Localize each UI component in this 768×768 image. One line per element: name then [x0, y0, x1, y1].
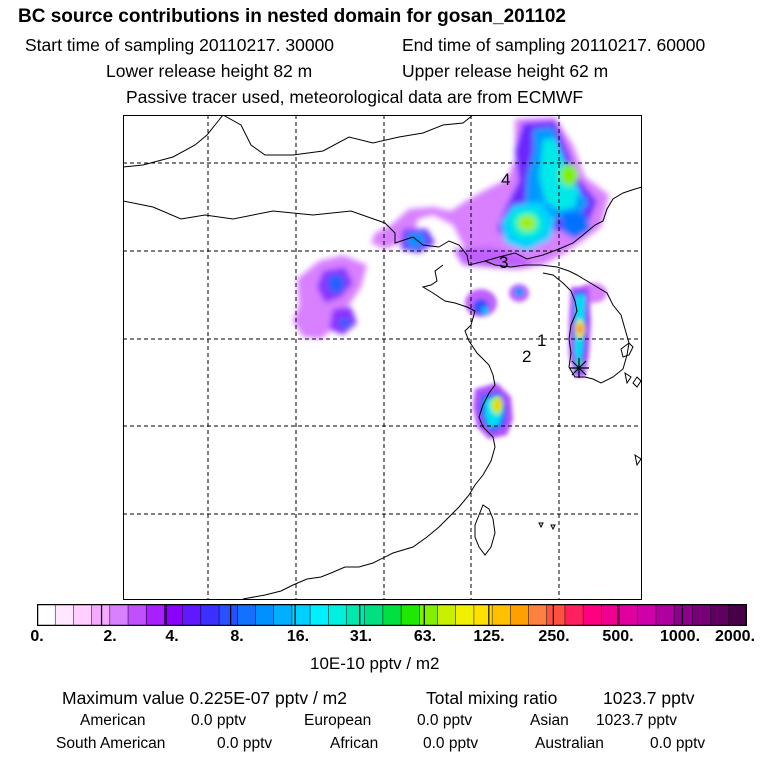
colorbar-cell	[255, 604, 275, 626]
colorbar-tick: 63.	[413, 628, 437, 645]
total-mixing-ratio-value: 1023.7 pptv	[603, 688, 695, 708]
colorbar-cell	[237, 604, 257, 626]
upper-release-height-label: Upper release height 62 m	[402, 61, 609, 81]
colorbar-cell	[710, 604, 730, 626]
source-value-african: 0.0 pptv	[423, 735, 479, 752]
source-value-south-american: 0.0 pptv	[217, 735, 273, 752]
colorbar-tick: 500.	[602, 628, 634, 645]
colorbar-cell	[619, 604, 639, 626]
colorbar-unit-label: 10E-10 pptv / m2	[310, 654, 440, 673]
concentration-field	[293, 117, 609, 439]
colorbar-cell	[218, 604, 239, 626]
max-value-label: Maximum value 0.225E-07 pptv / m2	[62, 688, 347, 708]
colorbar-cell	[37, 604, 56, 626]
colorbar-tick: 0.	[30, 628, 44, 645]
colorbar-cell	[400, 604, 421, 626]
lower-release-height-label: Lower release height 82 m	[106, 61, 313, 81]
colorbar-cell	[491, 604, 512, 626]
source-value-american: 0.0 pptv	[191, 712, 247, 729]
colorbar-cell	[564, 604, 584, 626]
source-name-european: European	[304, 712, 372, 729]
plot-title: BC source contributions in nested domain…	[18, 6, 566, 27]
colorbar-cell	[200, 604, 220, 626]
colorbar-cell	[145, 604, 166, 626]
colorbar-tick: 2.	[103, 628, 117, 645]
colorbar-tick: 250.	[538, 628, 570, 645]
colorbar-cell	[54, 604, 75, 626]
colorbar-cell	[437, 604, 457, 626]
colorbar-tick: 1000.	[659, 628, 701, 645]
marker-label-3: 3	[499, 253, 508, 272]
colorbar-cell	[364, 604, 384, 626]
colorbar-tick: 125.	[473, 628, 505, 645]
colorbar-cell	[182, 604, 202, 626]
source-name-asian: Asian	[530, 712, 569, 729]
colorbar-tick: 8.	[230, 628, 244, 645]
total-mixing-ratio-label: Total mixing ratio	[426, 688, 558, 708]
colorbar-cell	[728, 604, 747, 626]
colorbar-tick: 4.	[165, 628, 179, 645]
colorbar	[37, 604, 747, 626]
colorbar-cell	[673, 604, 694, 626]
colorbar-cell	[419, 604, 439, 626]
colorbar-cell	[73, 604, 93, 626]
end-time-label: End time of sampling 20110217. 60000	[402, 35, 706, 55]
colorbar-cell	[692, 604, 712, 626]
footprint-map: 1 2 3 4	[123, 115, 642, 600]
colorbar-cell	[309, 604, 330, 626]
source-name-african: African	[330, 735, 379, 752]
colorbar-cell	[455, 604, 475, 626]
colorbar-cell	[382, 604, 402, 626]
marker-label-4: 4	[501, 170, 510, 189]
colorbar-cell	[546, 604, 566, 626]
colorbar-cell	[582, 604, 603, 626]
colorbar-tick: 16.	[286, 628, 310, 645]
tracer-info-label: Passive tracer used, meteorological data…	[126, 87, 584, 107]
colorbar-cell	[528, 604, 548, 626]
colorbar-cell	[473, 604, 493, 626]
source-value-european: 0.0 pptv	[417, 712, 473, 729]
colorbar-cell	[109, 604, 129, 626]
colorbar-cell	[328, 604, 348, 626]
colorbar-cell	[601, 604, 621, 626]
source-value-asian: 1023.7 pptv	[596, 712, 678, 729]
coastlines	[123, 115, 642, 600]
source-name-american: American	[80, 712, 146, 729]
colorbar-cell	[655, 604, 675, 626]
colorbar-tick: 31.	[349, 628, 373, 645]
receptor-star-icon	[569, 358, 589, 378]
start-time-label: Start time of sampling 20110217. 30000	[25, 35, 335, 55]
map-frame	[123, 115, 642, 600]
source-name-south-american: South American	[56, 735, 166, 752]
colorbar-tick: 2000.	[714, 628, 756, 645]
colorbar-cell	[164, 604, 184, 626]
colorbar-cell	[127, 604, 147, 626]
colorbar-cell	[637, 604, 657, 626]
source-name-australian: Australian	[535, 735, 604, 752]
graticule	[123, 115, 642, 600]
colorbar-cell	[273, 604, 293, 626]
marker-label-2: 2	[522, 347, 531, 366]
marker-label-1: 1	[537, 331, 546, 350]
colorbar-cell	[510, 604, 530, 626]
source-value-australian: 0.0 pptv	[650, 735, 706, 752]
colorbar-cell	[346, 604, 366, 626]
